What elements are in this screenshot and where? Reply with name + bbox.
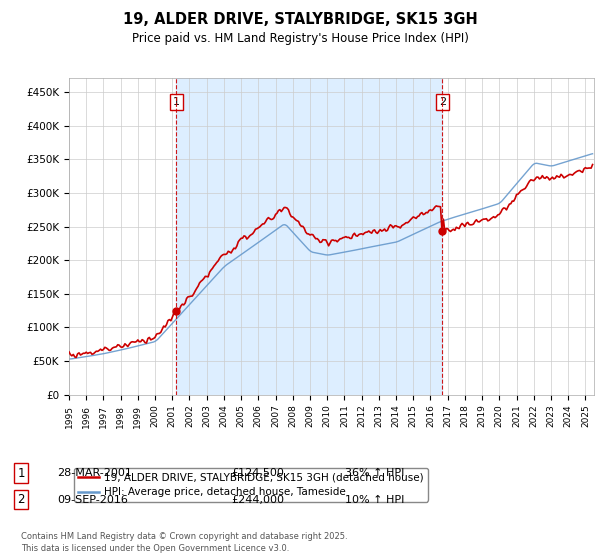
- Text: 2: 2: [439, 97, 446, 107]
- Text: Contains HM Land Registry data © Crown copyright and database right 2025.
This d: Contains HM Land Registry data © Crown c…: [21, 532, 347, 553]
- Text: 19, ALDER DRIVE, STALYBRIDGE, SK15 3GH: 19, ALDER DRIVE, STALYBRIDGE, SK15 3GH: [122, 12, 478, 27]
- Text: £244,000: £244,000: [231, 494, 284, 505]
- Text: 10% ↑ HPI: 10% ↑ HPI: [345, 494, 404, 505]
- Text: 36% ↑ HPI: 36% ↑ HPI: [345, 468, 404, 478]
- Bar: [176, 78, 442, 395]
- Legend: 19, ALDER DRIVE, STALYBRIDGE, SK15 3GH (detached house), HPI: Average price, det: 19, ALDER DRIVE, STALYBRIDGE, SK15 3GH (…: [74, 468, 428, 502]
- Text: 1: 1: [17, 466, 25, 480]
- Text: £124,500: £124,500: [231, 468, 284, 478]
- Text: Price paid vs. HM Land Registry's House Price Index (HPI): Price paid vs. HM Land Registry's House …: [131, 32, 469, 45]
- Text: 1: 1: [173, 97, 180, 107]
- Text: 09-SEP-2016: 09-SEP-2016: [57, 494, 128, 505]
- Text: 2: 2: [17, 493, 25, 506]
- Text: 28-MAR-2001: 28-MAR-2001: [57, 468, 132, 478]
